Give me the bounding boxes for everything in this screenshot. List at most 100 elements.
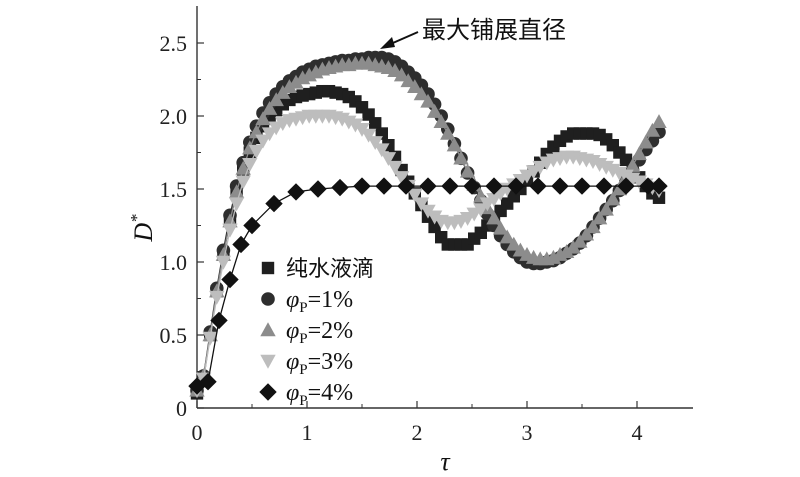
data-point-triangle-up [288, 74, 304, 89]
data-point-triangle-down [407, 188, 423, 203]
legend-marker-triangle-down [260, 354, 276, 369]
data-point-diamond [551, 177, 569, 195]
x-tick-label: 4 [632, 420, 643, 445]
legend-item: φP=1% [261, 287, 353, 316]
data-point-triangle-down [486, 193, 502, 207]
data-point-diamond [232, 235, 250, 254]
data-point-diamond [210, 311, 228, 330]
data-point-triangle-down [235, 175, 251, 190]
annotation-arrow-head [380, 37, 395, 49]
data-point-triangle-up [228, 184, 245, 199]
data-point-triangle-down [222, 223, 238, 238]
data-point-diamond [595, 177, 613, 195]
y-tick-label: 1.5 [160, 177, 188, 202]
data-point-triangle-down [242, 157, 258, 172]
data-point-triangle-up [413, 86, 430, 101]
series-diamond [188, 177, 668, 395]
y-axis-title-sup: * [127, 214, 146, 223]
data-point-triangle-up [440, 125, 456, 140]
data-point-diamond [188, 377, 206, 395]
series-square [190, 84, 666, 400]
data-point-diamond [331, 178, 349, 197]
data-point-diamond [375, 177, 393, 195]
data-point-diamond [639, 177, 657, 195]
data-point-triangle-down [347, 118, 364, 133]
data-point-triangle-up [624, 157, 641, 172]
data-point-square [369, 117, 382, 130]
data-point-diamond [485, 177, 503, 195]
data-point-triangle-up [407, 79, 423, 93]
data-point-triangle-up [492, 220, 509, 235]
data-point-triangle-up [426, 103, 443, 118]
annotation-label: 最大铺展直径 [422, 16, 566, 44]
x-tick-label: 0 [192, 420, 203, 445]
data-point-diamond [650, 177, 668, 195]
x-tick-label: 2 [412, 420, 423, 445]
data-point-triangle-down [228, 197, 245, 212]
legend: 纯水液滴 φP=1%φP=2%φP=3%φP=4% [259, 257, 374, 409]
legend-label: φP=4% [286, 380, 353, 409]
data-point-triangle-down [387, 160, 403, 175]
legend-label: φP=3% [286, 349, 353, 378]
data-point-diamond [243, 216, 261, 235]
data-point-triangle-up [499, 229, 515, 244]
data-point-triangle-up [558, 244, 575, 258]
data-point-triangle-down [393, 171, 410, 186]
data-point-triangle-up [486, 210, 502, 225]
legend-label: φP=1% [286, 287, 353, 316]
data-point-triangle-up [433, 114, 449, 129]
data-point-diamond [221, 270, 239, 289]
data-point-triangle-down [255, 134, 271, 149]
data-point-triangle-down [215, 255, 232, 270]
legend-marker-diamond [259, 383, 277, 401]
data-point-diamond [463, 177, 481, 195]
x-tick-label: 3 [522, 420, 533, 445]
data-point-diamond [199, 373, 217, 391]
legend-label: 纯水液滴 [286, 257, 374, 282]
data-point-diamond [397, 177, 415, 195]
data-point-triangle-up [281, 79, 298, 93]
tick-labels: 0 1 2 3 4 0 0.5 1.0 1.5 2.0 2.5 [160, 31, 643, 445]
data-point-triangle-down [413, 197, 430, 212]
data-point-triangle-down [374, 143, 390, 158]
legend-label: φP=2% [286, 318, 353, 347]
legend-item: φP=2% [260, 318, 353, 347]
data-point-triangle-up [506, 236, 522, 251]
data-point-triangle-up [585, 219, 601, 234]
data-point-triangle-up [268, 92, 284, 107]
data-point-diamond [507, 177, 525, 195]
y-tick-label: 0 [176, 396, 187, 421]
data-point-triangle-down [202, 331, 218, 346]
data-point-triangle-down [261, 127, 278, 142]
data-point-triangle-down [248, 144, 265, 159]
data-point-triangle-up [644, 122, 661, 137]
data-point-diamond [573, 177, 591, 195]
data-point-triangle-down [360, 128, 377, 143]
data-point-square [428, 220, 441, 234]
data-point-triangle-up [638, 134, 654, 149]
plot-area [188, 50, 668, 400]
data-point-triangle-up [578, 226, 595, 241]
data-point-diamond [529, 177, 547, 195]
data-point-triangle-up [651, 114, 667, 129]
legend-marker-square [261, 261, 275, 275]
data-point-triangle-up [261, 101, 278, 115]
y-tick-label: 0.5 [160, 323, 188, 348]
data-point-triangle-down [473, 203, 489, 218]
svg-text:D*: D* [127, 214, 158, 243]
data-point-triangle-down [367, 136, 383, 150]
data-point-triangle-up [400, 73, 416, 88]
data-point-triangle-up [598, 201, 614, 216]
legend-item: φP=3% [260, 349, 353, 378]
y-axis-title-main: D [129, 223, 158, 243]
legend-marker-triangle-up [260, 322, 276, 337]
x-tick-label: 1 [302, 420, 313, 445]
data-point-diamond [419, 177, 437, 195]
data-point-triangle-up [631, 146, 647, 161]
y-tick-label: 1.0 [160, 250, 188, 275]
data-point-triangle-up [453, 150, 469, 165]
data-point-triangle-up [591, 210, 608, 225]
data-point-triangle-up [255, 111, 271, 126]
legend-item: φP=4% [259, 380, 353, 409]
